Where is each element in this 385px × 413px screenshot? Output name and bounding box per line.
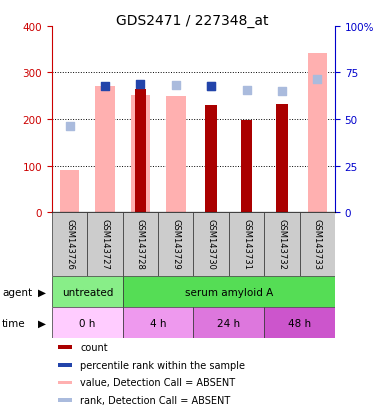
Point: [208, 83, 214, 90]
Text: time: time: [2, 318, 25, 328]
Text: GSM143726: GSM143726: [65, 218, 74, 269]
Bar: [264, 213, 300, 277]
Text: serum amyloid A: serum amyloid A: [185, 287, 273, 297]
Point: [314, 77, 320, 83]
Bar: [52, 277, 123, 308]
Bar: [87, 213, 123, 277]
Point: [102, 83, 108, 90]
Text: percentile rank within the sample: percentile rank within the sample: [80, 360, 245, 370]
Bar: [58, 346, 72, 349]
Bar: [166, 97, 186, 213]
Bar: [58, 398, 72, 402]
Bar: [58, 381, 72, 385]
Text: count: count: [80, 342, 108, 352]
Point: [67, 123, 73, 130]
Bar: [135, 90, 146, 213]
Bar: [52, 308, 123, 339]
Text: 4 h: 4 h: [150, 318, 166, 328]
Text: GDS2471 / 227348_at: GDS2471 / 227348_at: [116, 14, 269, 28]
Point: [173, 82, 179, 89]
Text: GSM143729: GSM143729: [171, 218, 180, 269]
Bar: [52, 213, 87, 277]
Bar: [60, 171, 79, 213]
Bar: [229, 213, 264, 277]
Bar: [300, 213, 335, 277]
Point: [208, 84, 214, 90]
Bar: [193, 308, 264, 339]
Bar: [264, 308, 335, 339]
Point: [243, 88, 249, 94]
Text: 0 h: 0 h: [79, 318, 95, 328]
Text: 24 h: 24 h: [217, 318, 240, 328]
Point: [137, 81, 144, 88]
Bar: [123, 277, 335, 308]
Bar: [58, 363, 72, 367]
Text: GSM143730: GSM143730: [207, 218, 216, 269]
Text: agent: agent: [2, 287, 32, 297]
Bar: [131, 95, 150, 213]
Text: GSM143728: GSM143728: [136, 218, 145, 269]
Bar: [308, 54, 327, 213]
Bar: [241, 121, 252, 213]
Text: rank, Detection Call = ABSENT: rank, Detection Call = ABSENT: [80, 395, 231, 405]
Bar: [193, 213, 229, 277]
Text: 48 h: 48 h: [288, 318, 311, 328]
Text: GSM143727: GSM143727: [100, 218, 110, 269]
Bar: [206, 106, 217, 213]
Text: GSM143732: GSM143732: [277, 218, 286, 269]
Text: value, Detection Call = ABSENT: value, Detection Call = ABSENT: [80, 377, 235, 387]
Bar: [158, 213, 193, 277]
Bar: [123, 213, 158, 277]
Bar: [95, 86, 115, 213]
Text: ▶: ▶: [38, 318, 46, 328]
Text: GSM143733: GSM143733: [313, 218, 322, 269]
Text: GSM143731: GSM143731: [242, 218, 251, 269]
Text: untreated: untreated: [62, 287, 113, 297]
Point: [279, 88, 285, 95]
Bar: [123, 308, 193, 339]
Text: ▶: ▶: [38, 287, 46, 297]
Bar: [276, 105, 288, 213]
